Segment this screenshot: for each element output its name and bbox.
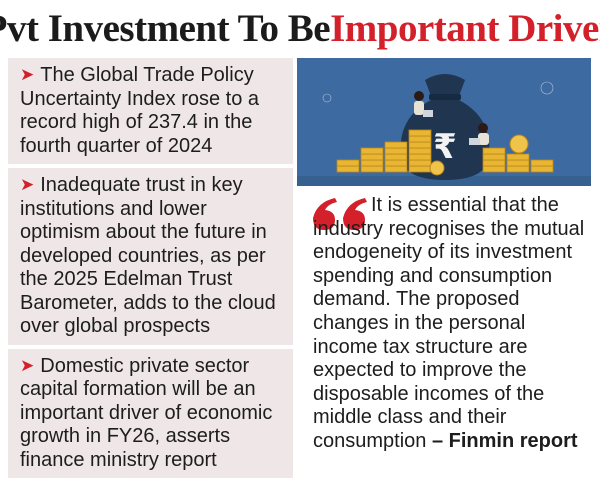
bullet-text: Domestic private sector capital formatio… (20, 354, 273, 471)
headline-prefix: ‘Pvt Investment To Be (0, 6, 331, 50)
bullet-text: The Global Trade Policy Uncertainty Inde… (20, 64, 260, 157)
money-bag-icon: ₹ (297, 74, 591, 186)
red-arrow-icon: ➤ (20, 355, 35, 375)
headline-highlight: Important Driver’ (330, 6, 600, 50)
bullet-list: ➤ The Global Trade Policy Uncertainty Ind… (8, 58, 293, 482)
bullet-text: Inadequate trust in key institutions and… (20, 174, 276, 337)
open-quote-icon (313, 198, 367, 230)
red-arrow-icon: ➤ (20, 65, 35, 84)
quote-text-block: It is essential that the industry recogn… (313, 194, 589, 454)
bullet-item: ➤ Inadequate trust in key institutions an… (8, 168, 293, 345)
quote-dash: – (426, 429, 449, 452)
quote-text: It is essential that the industry recogn… (313, 194, 585, 452)
red-arrow-icon: ➤ (20, 175, 35, 194)
rupee-symbol: ₹ (433, 127, 457, 167)
money-bag-illustration: ₹ (297, 58, 591, 186)
headline: ‘Pvt Investment To Be Important Driver’ (0, 0, 600, 56)
bullet-item: ➤ Domestic private sector capital formati… (8, 348, 293, 478)
quote-box: It is essential that the industry recogn… (297, 190, 593, 462)
quote-source: Finmin report (448, 429, 578, 452)
bullet-item: ➤ The Global Trade Policy Uncertainty Ind… (8, 58, 293, 164)
